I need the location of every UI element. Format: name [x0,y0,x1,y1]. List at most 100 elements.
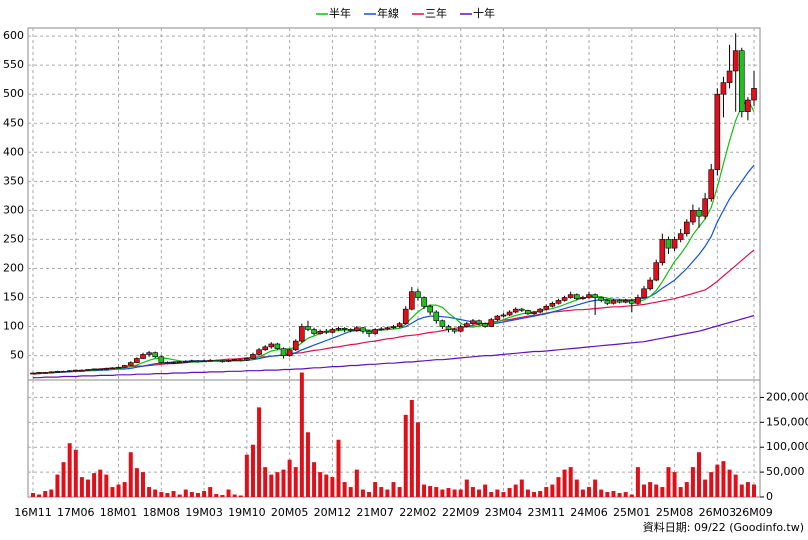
candle-body [482,323,488,327]
volume-bar [525,489,530,497]
candle-body [335,328,342,330]
volume-bar [269,474,274,497]
candle-body [671,239,678,249]
candle-body [60,370,67,373]
candle-body [421,297,427,307]
x-tick-label: 26M03 [699,506,737,519]
volume-bar [648,482,653,497]
candle-body [72,369,79,372]
candle-body [745,99,751,112]
candle-body [641,288,647,298]
volume-bar [189,492,194,497]
volume-bar [452,489,457,497]
volume-bar [360,489,365,497]
volume-bar [684,482,689,497]
candle-body [390,326,397,329]
candle-body [543,305,550,310]
x-tick-label: 22M02 [399,506,437,519]
volume-bar [654,484,659,497]
volume-bar [43,491,48,497]
volume-bar [440,489,445,497]
candle-body [42,372,49,374]
candle-body [48,371,55,374]
footer: 資料日期: 09/22 (Goodinfo.tw) [643,520,804,534]
legend-label: 十年 [473,6,495,20]
candle-body [97,368,104,371]
x-tick-label: 21M07 [356,506,394,519]
volume-bar [544,487,549,497]
x-tick-label: 19M03 [185,506,223,519]
candle-body [567,294,574,298]
candle-body [506,311,513,316]
candle-body [427,305,433,313]
volume-bar [446,488,451,497]
candle-body [121,365,128,368]
candle-body [292,340,299,351]
volume-bar [61,462,66,497]
candle-body [85,369,91,371]
volume-bar [367,492,372,497]
candle-body [677,233,684,240]
candle-body [732,50,739,72]
volume-bar [605,492,610,497]
candle-body [720,82,727,95]
y2-tick-label: 0 [766,490,773,503]
y-tick-label: 550 [3,58,24,71]
candle-body [708,169,715,200]
candle-body [115,366,122,369]
volume-bar [208,487,213,497]
volume-bar [464,479,469,497]
volume-bar [31,493,35,497]
x-tick-label: 18M01 [100,506,138,519]
volume-bar [556,477,561,497]
x-tick-label: 24M06 [570,506,608,519]
volume-bar [318,472,323,497]
volume-bar [403,414,408,497]
volume-bar [385,489,390,497]
candle-body [665,239,672,249]
candle-body [616,300,623,303]
volume-bar [587,487,592,497]
volume-bar [85,479,90,497]
volume-bar [703,479,708,497]
volume-bar [574,479,579,497]
volume-bar [501,492,506,497]
candle-body [384,327,391,330]
volume-bar [147,487,152,497]
volume-bar [257,407,262,497]
candle-body [250,354,256,359]
candle-body [604,300,611,304]
candle-body [622,300,629,303]
volume-bar [373,482,378,497]
candle-body [127,362,134,366]
ma-line [32,249,755,375]
volume-bar [568,467,573,497]
candle-body [305,326,311,330]
candle-body [256,349,262,355]
legend-label: 年線 [377,6,399,20]
candle-body [360,327,366,332]
volume-bar [715,464,720,497]
y-tick-label: 450 [3,116,24,129]
candle-body [628,300,635,304]
volume-bar [92,473,97,497]
candle-body [464,323,470,327]
y-tick-label: 200 [3,261,24,274]
volume-bar [159,492,164,497]
candle-body [494,315,501,320]
candle-body [30,372,36,375]
volume-bar [477,489,482,497]
candle-body [91,368,97,371]
candle-body [189,360,195,363]
volume-bar [678,487,683,497]
volume-bar [287,459,292,497]
volume-bar [330,477,335,497]
candle-body [176,361,183,364]
legend-label: 半年 [329,6,351,20]
candle-body [262,346,268,351]
volume-bar [379,487,384,497]
y-tick-label: 600 [3,29,24,42]
candle-body [317,330,323,334]
candle-body [476,320,482,324]
